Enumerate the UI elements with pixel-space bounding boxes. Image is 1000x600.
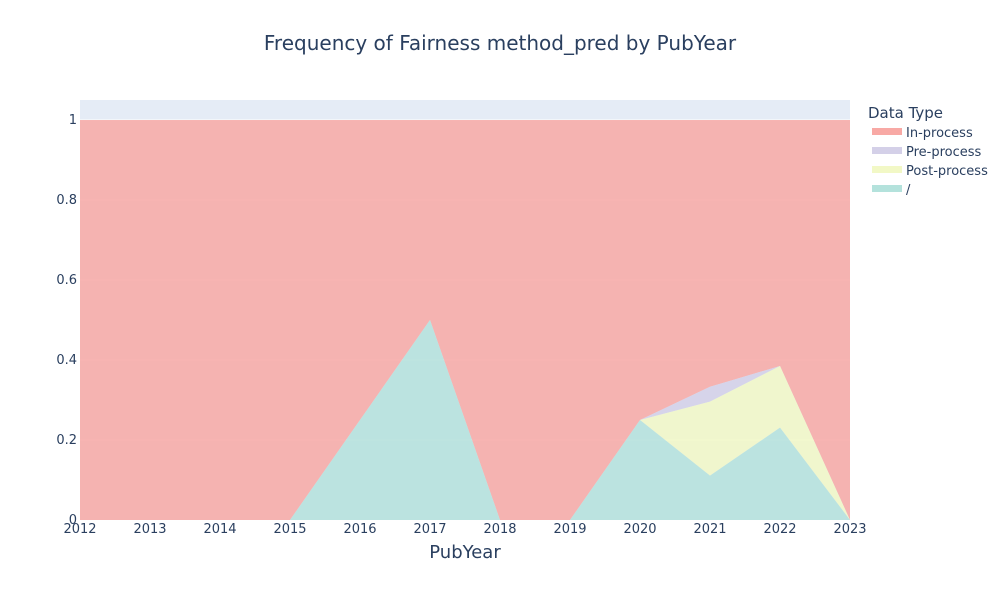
y-axis-ticks: 0 0.2 0.4 0.6 0.8 1 (56, 113, 77, 528)
area-series-2 (80, 320, 850, 520)
x-tick-label: 2021 (693, 522, 726, 537)
legend-label: Pre-process (906, 145, 982, 160)
legend: Data Type In-process Pre-process Post-proc… (868, 104, 988, 198)
x-tick-label: 2022 (763, 522, 796, 537)
y-tick-label: 1 (69, 113, 77, 128)
x-tick-label: 2019 (553, 522, 586, 537)
legend-swatch (872, 128, 902, 135)
legend-swatch (872, 185, 902, 192)
y-tick-label: 0.2 (56, 433, 77, 448)
area-series-0 (80, 120, 850, 520)
y-tick-label: 0.6 (56, 273, 77, 288)
x-tick-label: 2015 (273, 522, 306, 537)
legend-label: In-process (906, 126, 973, 141)
x-tick-label: 2023 (833, 522, 866, 537)
y-tick-label: 0 (69, 513, 77, 528)
x-tick-label: 2014 (203, 522, 236, 537)
x-axis-ticks: 2012 2013 2014 2015 2016 2017 2018 2019 2020 2021… (63, 522, 866, 537)
y-tick-label: 0.8 (56, 193, 77, 208)
x-axis-title: PubYear (429, 542, 501, 563)
x-tick-label: 2013 (133, 522, 166, 537)
legend-label: Post-process (906, 164, 988, 179)
x-tick-label: 2020 (623, 522, 656, 537)
legend-swatch (872, 147, 902, 154)
legend-swatch (872, 166, 902, 173)
x-tick-label: 2016 (343, 522, 376, 537)
legend-label: / (906, 183, 911, 198)
x-tick-label: 2012 (63, 522, 96, 537)
area-series (80, 120, 850, 520)
area-series-3 (80, 320, 850, 520)
legend-title: Data Type (868, 104, 943, 122)
x-tick-label: 2018 (483, 522, 516, 537)
chart-title: Frequency of Fairness method_pred by Pub… (264, 31, 737, 55)
y-tick-label: 0.4 (56, 353, 77, 368)
x-tick-label: 2017 (413, 522, 446, 537)
